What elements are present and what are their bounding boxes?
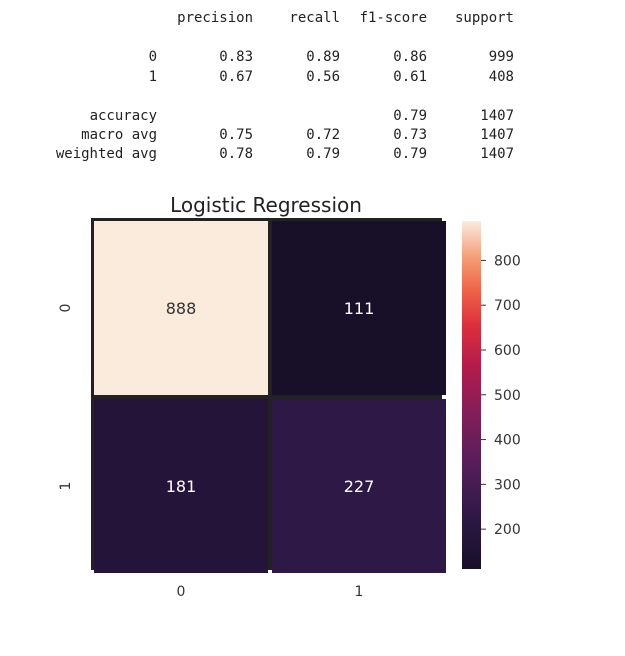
x-tick-label: 1 <box>355 584 364 600</box>
colorbar-tick-label: 800 <box>494 253 521 269</box>
row-support: 999 <box>488 49 514 65</box>
row-f1: 0.79 <box>393 146 427 162</box>
row-precision: 0.67 <box>219 69 253 85</box>
colorbar-tick-label: 200 <box>494 522 521 538</box>
colorbar-tick-label: 500 <box>494 388 521 404</box>
cell-value-label: 888 <box>166 299 197 318</box>
heatmap-cell <box>94 399 268 573</box>
y-axis-ticks: 01 <box>58 304 74 491</box>
header-precision: precision <box>177 10 253 26</box>
y-tick-label: 1 <box>58 482 74 491</box>
row-support: 1407 <box>480 108 514 124</box>
chart-title: Logistic Regression <box>170 193 362 217</box>
row-support: 408 <box>488 69 514 85</box>
heatmap-cell <box>272 221 446 395</box>
row-f1: 0.73 <box>393 127 427 143</box>
cell-value-label: 227 <box>344 477 375 496</box>
row-f1: 0.86 <box>393 49 427 65</box>
y-tick-label: 0 <box>58 304 74 313</box>
row-label: macro avg <box>81 127 157 143</box>
row-recall: 0.89 <box>306 49 340 65</box>
header-f1-score: f1-score <box>359 10 427 26</box>
heatmap-cells: 888 111 181 227 <box>94 221 446 573</box>
row-label: weighted avg <box>55 146 157 162</box>
heatmap-cell <box>94 221 268 395</box>
colorbar-tick-label: 400 <box>494 433 521 449</box>
row-recall: 0.72 <box>306 127 340 143</box>
row-f1: 0.61 <box>393 69 427 85</box>
row-recall: 0.56 <box>306 69 340 85</box>
colorbar-tick-label: 300 <box>494 477 521 493</box>
colorbar <box>462 221 481 569</box>
colorbar-ticks: 200 300 400 500 600 700 800 <box>481 253 521 538</box>
classification-report: precision recall f1-score support 0 0.83… <box>0 0 625 180</box>
header-support: support <box>454 10 514 26</box>
cell-value-label: 111 <box>344 299 375 318</box>
row-support: 1407 <box>480 127 514 143</box>
row-precision: 0.83 <box>219 49 253 65</box>
row-precision: 0.75 <box>219 127 253 143</box>
row-precision: 0.78 <box>219 146 253 162</box>
row-f1: 0.79 <box>393 108 427 124</box>
row-recall: 0.79 <box>306 146 340 162</box>
row-label: 0 <box>148 49 157 65</box>
x-tick-label: 0 <box>177 584 186 600</box>
heatmap-cell <box>272 399 446 573</box>
colorbar-tick-label: 700 <box>494 298 521 314</box>
row-label: 1 <box>148 69 157 85</box>
cell-value-label: 181 <box>166 477 197 496</box>
row-label: accuracy <box>89 108 157 124</box>
colorbar-tick-label: 600 <box>494 343 521 359</box>
row-support: 1407 <box>480 146 514 162</box>
header-recall: recall <box>289 10 340 26</box>
